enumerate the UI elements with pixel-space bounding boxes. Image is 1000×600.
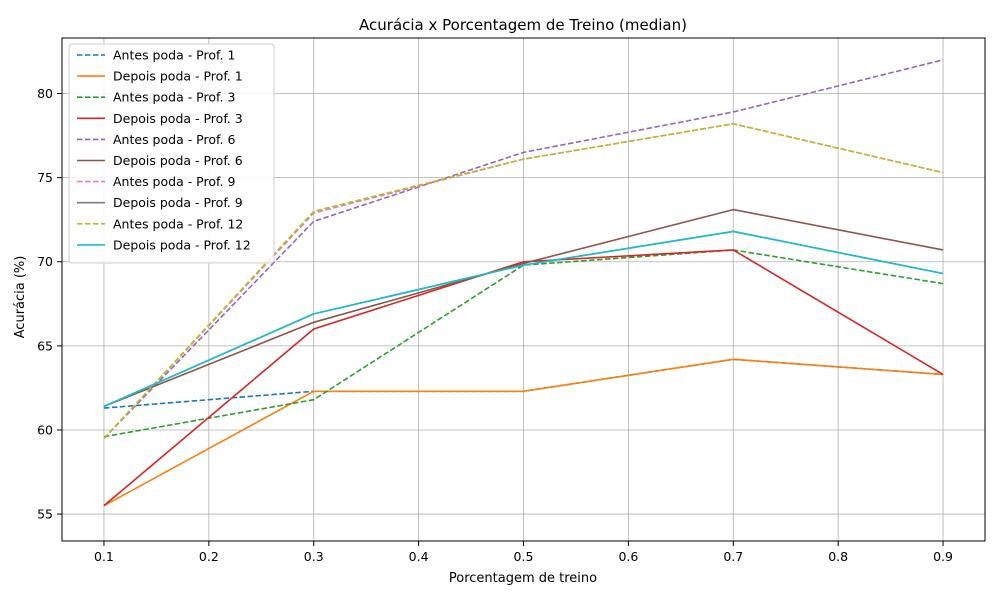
series-line-10 <box>103 230 944 408</box>
x-tick-label: 0.3 <box>304 549 324 564</box>
legend-label: Depois poda - Prof. 1 <box>113 69 243 84</box>
legend-label: Antes poda - Prof. 12 <box>113 216 243 231</box>
legend: Antes poda - Prof. 1 Depois poda - Prof. … <box>68 43 275 264</box>
legend-label: Depois poda - Prof. 12 <box>113 237 251 252</box>
y-axis: 55 60 65 70 75 80 <box>37 86 62 522</box>
legend-label: Depois poda - Prof. 6 <box>113 153 243 168</box>
x-tick-label: 0.7 <box>723 549 743 564</box>
x-axis-title: Porcentagem de treino <box>449 571 597 586</box>
series-lines <box>103 59 944 507</box>
x-tick-label: 0.1 <box>94 549 114 564</box>
y-tick-label: 70 <box>37 254 53 269</box>
legend-label: Antes poda - Prof. 1 <box>113 48 235 63</box>
series-line-9 <box>103 122 944 439</box>
legend-label: Depois poda - Prof. 9 <box>113 195 243 210</box>
chart-title: Acurácia x Porcentagem de Treino (median… <box>359 16 687 34</box>
series-line-2 <box>103 358 944 507</box>
y-tick-label: 60 <box>37 422 53 437</box>
series-line-4 <box>103 249 944 507</box>
x-tick-label: 0.9 <box>933 549 953 564</box>
legend-label: Antes poda - Prof. 3 <box>113 90 235 105</box>
y-axis-title: Acurácia (%) <box>13 256 28 339</box>
legend-box <box>68 43 275 264</box>
legend-label: Depois poda - Prof. 3 <box>113 111 243 126</box>
legend-label: Antes poda - Prof. 9 <box>113 174 235 189</box>
y-tick-label: 55 <box>37 507 53 522</box>
y-tick-label: 75 <box>37 170 53 185</box>
legend-label: Antes poda - Prof. 6 <box>113 132 235 147</box>
x-tick-label: 0.6 <box>618 549 638 564</box>
x-tick-label: 0.8 <box>828 549 848 564</box>
series-line-5 <box>103 59 944 439</box>
x-tick-label: 0.2 <box>199 549 219 564</box>
x-tick-label: 0.5 <box>514 549 534 564</box>
series-line-6 <box>103 208 944 408</box>
x-axis: 0.1 0.2 0.3 0.4 0.5 0.6 0.7 0.8 0.9 <box>94 541 953 564</box>
y-tick-label: 65 <box>37 338 53 353</box>
x-tick-label: 0.4 <box>409 549 429 564</box>
y-tick-label: 80 <box>37 86 53 101</box>
